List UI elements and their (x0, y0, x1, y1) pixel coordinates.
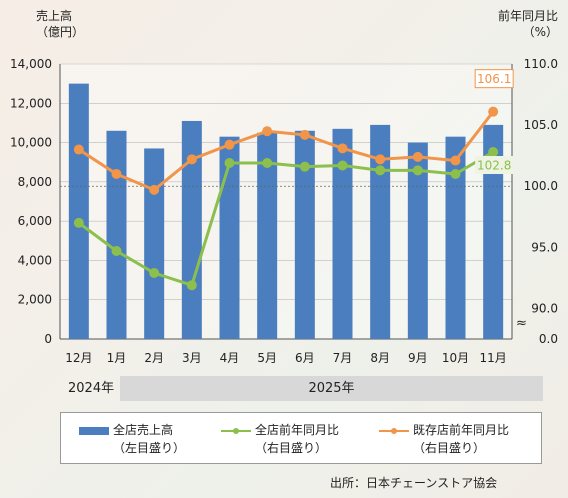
bar-4 (219, 136, 240, 339)
left-tick-label: 0 (44, 332, 52, 346)
series-point-0-11 (488, 147, 499, 157)
x-tick-label: 1月 (107, 351, 127, 365)
source-note: 出所：日本チェーンストア協会 (330, 476, 498, 490)
legend-label-sales: 全店売上高 (113, 423, 174, 437)
series-point-1-9 (412, 151, 423, 162)
legend-swatch-bar (79, 426, 109, 435)
series-line-1 (78, 110, 495, 192)
x-tick-label: 8月 (370, 351, 390, 365)
annotation-box-1 (475, 156, 514, 174)
left-axis-unit: （億円） (36, 25, 85, 39)
x-tick-label: 4月 (220, 351, 240, 365)
series-point-1-2 (149, 184, 160, 195)
series-point-1-0 (73, 144, 84, 155)
series-point-1-11 (488, 106, 499, 117)
legend-item-sales: 全店売上高 （左目盛り） (79, 421, 185, 457)
left-tick-label: 8,000 (18, 175, 52, 189)
annotation-box-0 (474, 69, 514, 89)
x-tick-label: 3月 (182, 351, 202, 365)
left-tick-label: 12,000 (10, 96, 52, 110)
bar-3 (181, 120, 202, 339)
legend: 全店売上高 （左目盛り） 全店前年同月比 （右目盛り） 既存店前年同月比 （右目… (60, 412, 542, 464)
legend-sub-existing-store-yoy: （右目盛り） (413, 441, 486, 455)
series-point-1-4 (224, 139, 235, 150)
right-tick-label: 110.0 (524, 57, 558, 71)
legend-label-existing-store-yoy: 既存店前年同月比 (413, 423, 510, 437)
series-point-0-1 (111, 246, 122, 256)
series-point-1-7 (337, 143, 348, 154)
bar-10 (445, 136, 466, 339)
right-tick-label: 100.0 (524, 179, 558, 193)
series-point-1-3 (186, 154, 197, 165)
bar-6 (294, 130, 315, 339)
bar-2 (144, 148, 165, 339)
x-tick-label: 2月 (144, 351, 164, 365)
legend-sub-sales: （左目盛り） (113, 441, 186, 455)
right-axis-title: 前年同月比 (497, 9, 558, 23)
series-point-0-2 (149, 268, 160, 278)
x-tick-label: 11月 (480, 351, 507, 365)
series-point-1-6 (299, 129, 310, 140)
bar-9 (407, 142, 428, 339)
bar-7 (332, 128, 353, 339)
series-point-0-6 (299, 161, 310, 172)
right-axis-title-block: 前年同月比 （%） (488, 8, 558, 40)
left-tick-label: 14,000 (10, 57, 52, 71)
plot-area (60, 64, 512, 339)
series-point-0-5 (262, 158, 273, 168)
x-tick-label: 6月 (295, 351, 315, 365)
x-tick-label: 5月 (257, 351, 277, 365)
left-tick-label: 10,000 (10, 136, 52, 150)
series-point-0-8 (375, 165, 386, 176)
left-tick-label: 6,000 (18, 214, 52, 228)
right-tick-label: 0.0 (539, 332, 558, 346)
series-point-0-7 (337, 160, 348, 171)
legend-swatch-orange-line (379, 427, 409, 434)
x-tick-label: 9月 (408, 351, 428, 365)
left-tick-label: 2,000 (18, 293, 52, 307)
series-point-0-9 (412, 165, 423, 176)
x-tick-label: 7月 (333, 351, 353, 365)
series-point-0-3 (186, 280, 197, 291)
legend-label-all-store-yoy: 全店前年同月比 (255, 423, 340, 437)
legend-swatch-green-line (221, 427, 251, 434)
left-axis-title: 売上高 (36, 9, 73, 23)
year-label-2024: 2024年 (68, 381, 115, 396)
annotation-label-0: 106.1 (477, 72, 511, 86)
left-tick-label: 4,000 (18, 253, 52, 267)
annotation-label-1: 102.8 (477, 159, 511, 173)
series-point-0-4 (224, 158, 235, 168)
legend-item-existing-store-yoy: 既存店前年同月比 （右目盛り） (379, 421, 509, 457)
right-tick-label: 90.0 (531, 301, 558, 315)
series-point-0-10 (450, 169, 461, 179)
bar-5 (257, 132, 278, 339)
right-axis-unit: （%） (522, 25, 558, 39)
bar-8 (370, 124, 391, 340)
bar-0 (68, 83, 89, 340)
x-tick-label: 12月 (65, 351, 92, 365)
bar-1 (106, 130, 127, 339)
legend-item-all-store-yoy: 全店前年同月比 （右目盛り） (221, 421, 339, 457)
right-tick-label: 95.0 (531, 240, 558, 254)
x-tick-label: 10月 (442, 351, 469, 365)
series-point-1-1 (111, 169, 122, 179)
right-tick-label: 105.0 (524, 118, 558, 132)
axis-break-symbol: ≈ (516, 316, 527, 331)
series-point-0-0 (73, 217, 84, 228)
bar-11 (483, 124, 504, 340)
year-label-2025: 2025年 (120, 376, 543, 401)
series-point-1-8 (375, 154, 386, 165)
legend-sub-all-store-yoy: （右目盛り） (255, 441, 328, 455)
series-point-1-10 (450, 155, 461, 166)
series-line-0 (77, 150, 494, 288)
series-point-1-5 (262, 126, 273, 137)
left-axis-title-block: 売上高 （億円） (36, 8, 84, 40)
